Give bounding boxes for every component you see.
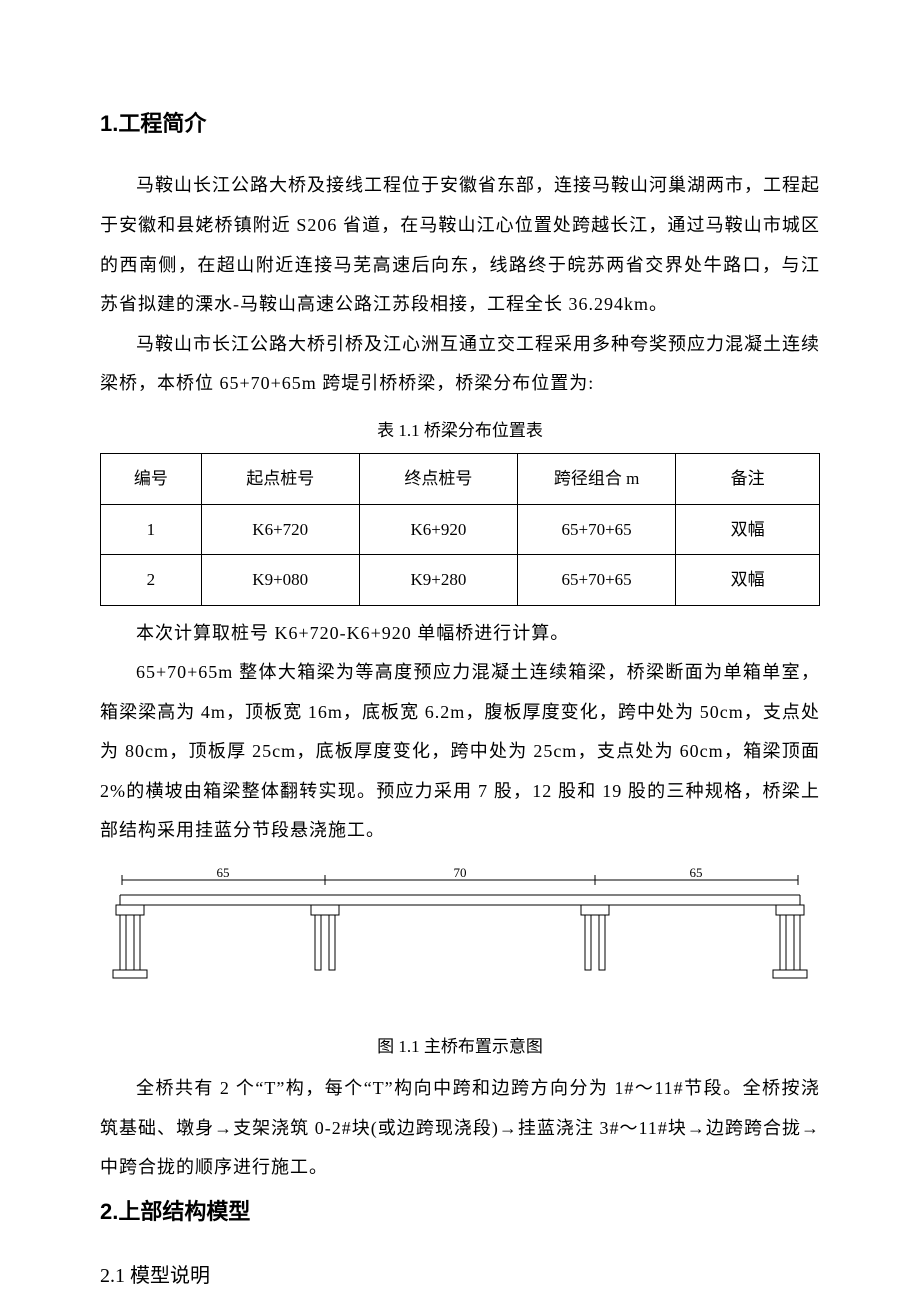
table-cell: 65+70+65 [518,555,676,605]
table-1-1: 编号 起点桩号 终点桩号 跨径组合 m 备注 1 K6+720 K6+920 6… [100,453,820,605]
table-1-1-caption: 表 1.1 桥梁分布位置表 [100,412,820,449]
section-1-heading: 1.工程简介 [100,100,820,148]
table-cell: 65+70+65 [518,504,676,554]
svg-text:65: 65 [690,865,703,880]
table-header-cell: 备注 [676,454,820,504]
table-row: 2 K9+080 K9+280 65+70+65 双幅 [101,555,820,605]
section-1-para-4: 65+70+65m 整体大箱梁为等高度预应力混凝土连续箱梁，桥梁断面为单箱单室，… [100,653,820,851]
section-1-para-5: 全桥共有 2 个“T”构，每个“T”构向中跨和边跨方向分为 1#～11#节段。全… [100,1069,820,1188]
table-header-cell: 终点桩号 [359,454,517,504]
table-header-row: 编号 起点桩号 终点桩号 跨径组合 m 备注 [101,454,820,504]
table-cell: 双幅 [676,555,820,605]
table-cell: K6+920 [359,504,517,554]
table-cell: K6+720 [201,504,359,554]
bridge-diagram: 65 70 65 [100,865,820,1020]
section-2-heading: 2.上部结构模型 [100,1188,820,1236]
table-cell: 双幅 [676,504,820,554]
section-1-para-3: 本次计算取桩号 K6+720-K6+920 单幅桥进行计算。 [100,614,820,654]
svg-text:65: 65 [217,865,230,880]
figure-1-1-caption: 图 1.1 主桥布置示意图 [100,1028,820,1065]
bridge-svg: 65 70 65 [100,865,820,1005]
section-1-para-1: 马鞍山长江公路大桥及接线工程位于安徽省东部，连接马鞍山河巢湖两市，工程起于安徽和… [100,166,820,324]
section-1-para-2: 马鞍山市长江公路大桥引桥及江心洲互通立交工程采用多种夸奖预应力混凝土连续梁桥，本… [100,325,820,404]
table-header-cell: 起点桩号 [201,454,359,504]
table-cell: K9+080 [201,555,359,605]
table-cell: 2 [101,555,202,605]
section-2-1-subheading: 2.1 模型说明 [100,1254,820,1298]
table-cell: K9+280 [359,555,517,605]
table-cell: 1 [101,504,202,554]
table-header-cell: 跨径组合 m [518,454,676,504]
table-header-cell: 编号 [101,454,202,504]
table-row: 1 K6+720 K6+920 65+70+65 双幅 [101,504,820,554]
svg-text:70: 70 [454,865,467,880]
